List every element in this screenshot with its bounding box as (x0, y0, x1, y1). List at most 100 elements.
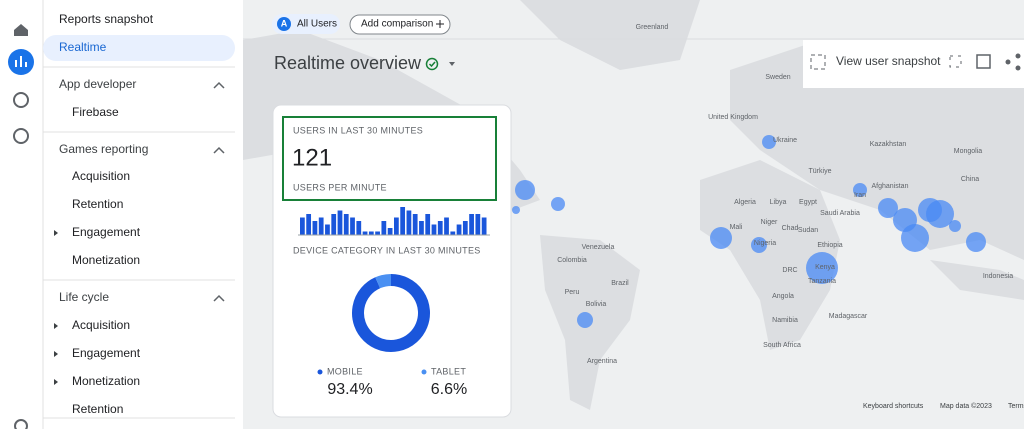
nav-item[interactable]: Firebase (72, 105, 119, 119)
check (428, 61, 436, 68)
snapshot-icon[interactable] (810, 54, 826, 70)
bar (394, 217, 399, 235)
nav-item[interactable]: Reports snapshot (59, 12, 154, 26)
map-footer[interactable]: Keyboard shortcuts (863, 403, 924, 410)
nav-item[interactable]: Engagement (72, 225, 141, 239)
per-minute-label: USERS PER MINUTE (293, 182, 387, 192)
nav-item[interactable]: Engagement (72, 346, 141, 360)
bar (318, 217, 324, 235)
legend-value: 6.6% (431, 381, 467, 398)
bar (300, 217, 305, 235)
per-minute-bars (298, 207, 490, 236)
expand-arrow (54, 379, 58, 385)
legend-name: MOBILE (327, 366, 363, 376)
nav-item[interactable]: Acquisition (72, 169, 130, 183)
map-label: Tanzania (808, 278, 836, 285)
users-label: USERS IN LAST 30 MINUTES (293, 125, 423, 135)
header: A All Users Add comparison Realtime over… (243, 14, 1024, 73)
map-label: Kenya (815, 264, 835, 271)
map-label: Afghanistan (872, 183, 909, 190)
map-label: Sudan (798, 227, 818, 234)
map-footer: Map data ©2023 (940, 402, 992, 410)
home-icon[interactable] (14, 24, 28, 36)
segment-chip[interactable] (272, 14, 340, 34)
add-comparison: Add comparison (361, 19, 433, 30)
card: USERS IN LAST 30 MINUTES 121 USERS PER M… (272, 104, 512, 418)
bar (444, 217, 449, 235)
sidebar (0, 0, 243, 429)
bar (362, 231, 368, 235)
map-label: Kazakhstan (870, 141, 907, 148)
donut-segment (375, 274, 392, 289)
bar (343, 214, 349, 235)
map-label: Mongolia (954, 148, 983, 155)
nav-item[interactable]: Acquisition (72, 318, 130, 332)
reports-glyph (15, 56, 27, 67)
nav-item[interactable]: Retention (72, 402, 123, 416)
bar (306, 214, 312, 235)
map-footer[interactable]: Terms (1008, 403, 1024, 410)
bar (475, 214, 481, 235)
map-label: Libya (770, 199, 787, 206)
nav-item[interactable]: Monetization (72, 253, 140, 267)
bubble (512, 206, 520, 214)
section-title[interactable]: Games reporting (59, 142, 148, 156)
bar (331, 214, 337, 235)
fullscreen-icon[interactable] (949, 55, 962, 68)
icon-rail (8, 24, 34, 429)
bar (400, 207, 406, 235)
bubble (515, 180, 535, 200)
nav: Reports snapshot Realtime App developer Fir… (43, 12, 235, 419)
bubble (551, 197, 565, 211)
chip-avatar (277, 17, 291, 31)
bubble (751, 237, 767, 253)
map-label: Saudi Arabia (820, 210, 860, 217)
nav-item[interactable]: Monetization (72, 374, 140, 388)
settings-icon[interactable] (14, 419, 28, 429)
map-label: South Africa (763, 342, 801, 349)
status-icon (425, 57, 439, 71)
expand-arrow (54, 351, 58, 357)
bar (419, 221, 424, 235)
dropdown-arrow[interactable] (449, 62, 455, 66)
map-label: Indonesia (983, 273, 1013, 280)
bar (406, 210, 412, 235)
collapse-chevron (213, 294, 225, 302)
nav-item-active[interactable]: Realtime (59, 40, 107, 54)
bar (456, 224, 462, 235)
advertising-icon[interactable] (13, 128, 29, 144)
edit-icon[interactable] (976, 54, 991, 69)
toolbar (803, 40, 1024, 88)
bubble (926, 200, 954, 228)
snapshot-button[interactable]: View user snapshot (836, 54, 941, 68)
africa (700, 160, 840, 350)
map-labels: Greenland Sweden United Kingdom Ukraine Kaza… (557, 24, 1024, 410)
add-comparison-chip[interactable] (349, 14, 451, 35)
legend-name: TABLET (431, 366, 466, 376)
section-title[interactable]: App developer (59, 77, 136, 91)
nav-item[interactable]: Retention (72, 197, 123, 211)
map-label: Egypt (799, 199, 817, 206)
map-label: Bolivia (586, 301, 607, 308)
bar (350, 217, 355, 235)
expand-arrow (54, 323, 58, 329)
map-label: Ethiopia (817, 242, 842, 249)
users-count: 121 (292, 144, 332, 171)
device-donut (352, 274, 430, 352)
map-label: Algeria (734, 199, 756, 206)
explore-icon[interactable] (13, 92, 29, 108)
map-label: Namibia (772, 317, 798, 324)
bubble (949, 220, 961, 232)
section-title[interactable]: Life cycle (59, 290, 109, 304)
map-label: Chad (782, 225, 799, 232)
bar (431, 224, 437, 235)
bar (469, 214, 474, 235)
share-icon[interactable] (1005, 53, 1021, 71)
bubble (762, 135, 776, 149)
map-label: Angola (772, 293, 794, 300)
map-label: Türkiye (809, 168, 832, 175)
bar (368, 231, 374, 235)
expand-arrow (54, 230, 58, 236)
map-bubbles (512, 135, 986, 328)
